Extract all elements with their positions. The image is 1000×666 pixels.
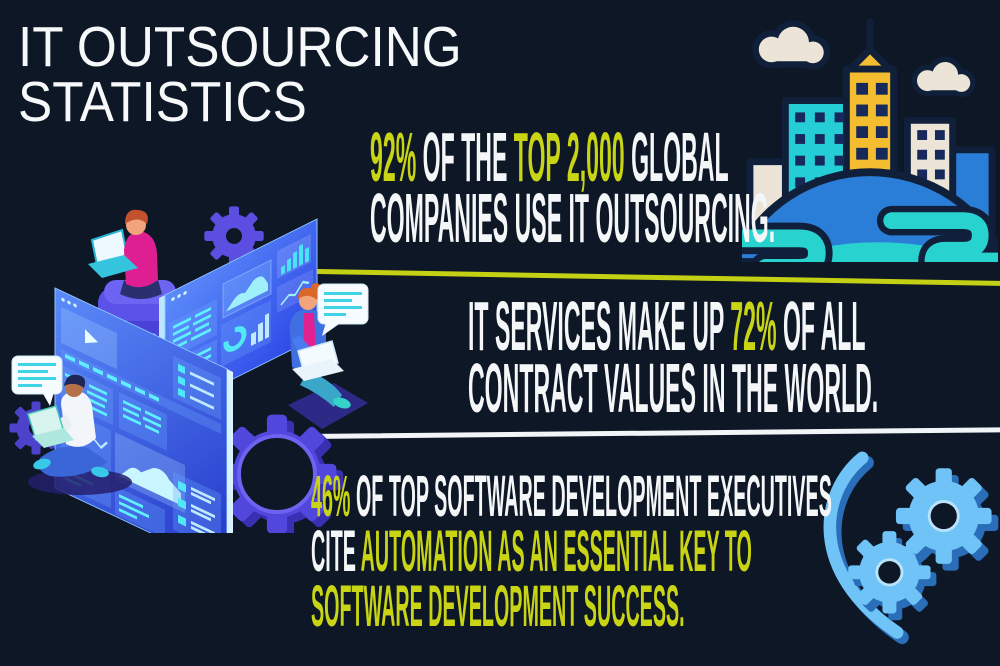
widget-video	[61, 306, 117, 370]
stat-line: IT SERVICES MAKE UP 72% OF ALL	[468, 291, 878, 361]
stat-line: 46% OF TOP SOFTWARE DEVELOPMENT EXECUTIV…	[311, 468, 832, 526]
widget-text-block	[115, 486, 165, 533]
stat-92-percent: 92% OF THE TOP 2,000 GLOBAL COMPANIES US…	[370, 122, 775, 253]
widget-bar-chart	[277, 234, 311, 279]
stat-highlight: TOP 2,000	[513, 118, 632, 196]
platform	[288, 383, 368, 429]
stat-line: CITE AUTOMATION AS AN ESSENTIAL KEY TO	[311, 523, 832, 581]
hair	[125, 209, 148, 224]
stat-line: CONTRACT VALUES IN THE WORLD.	[468, 353, 878, 423]
gear-icon	[848, 531, 937, 621]
stat-highlight: 72%	[730, 287, 777, 365]
stat-highlight: 92%	[370, 118, 423, 196]
stat-text: GLOBAL	[631, 118, 729, 196]
widget-text-block	[169, 299, 217, 359]
stat-highlight: AUTOMATION AS AN ESSENTIAL KEY TO	[360, 519, 752, 584]
page-title-line-1: IT OUTSOURCING	[18, 15, 462, 79]
stat-72-percent: IT SERVICES MAKE UP 72% OF ALL CONTRACT …	[468, 291, 878, 423]
stat-text: OF TOP SOFTWARE DEVELOPMENT EXECUTIVES	[355, 464, 832, 529]
stat-text: COMPANIES USE IT OUTSOURCING.	[370, 179, 776, 257]
team-dashboards-illustration	[9, 206, 369, 533]
stat-text: IT SERVICES MAKE UP	[468, 287, 731, 365]
stat-line: SOFTWARE DEVELOPMENT SUCCESS.	[311, 578, 832, 636]
widget-checklist	[173, 471, 221, 533]
widget-mini-chart	[277, 269, 313, 313]
stat-highlight: 46%	[311, 464, 356, 529]
widget-area-chart	[222, 259, 272, 319]
stat-line: 92% OF THE TOP 2,000 GLOBAL	[370, 122, 775, 192]
gears-illustration	[823, 451, 999, 645]
gear-icon	[895, 468, 999, 571]
stat-text: CONTRACT VALUES IN THE WORLD.	[468, 349, 879, 427]
person-on-servers	[88, 209, 162, 299]
stat-text: CITE	[311, 519, 361, 584]
person-woman-laptop	[288, 283, 368, 429]
speech-bubble-icon	[317, 283, 369, 336]
hair	[64, 374, 86, 388]
cloud-icon	[759, 27, 824, 63]
widget-text-block	[119, 392, 167, 451]
stat-text: OF ALL	[776, 287, 866, 365]
speech-bubble-icon	[11, 355, 63, 406]
stat-line: COMPANIES USE IT OUTSOURCING.	[370, 183, 775, 253]
page-title: IT OUTSOURCING STATISTICS	[18, 15, 462, 134]
person-man-laptop	[27, 374, 132, 495]
widget-progress-strip	[61, 348, 221, 435]
stat-highlight: SOFTWARE DEVELOPMENT SUCCESS.	[311, 574, 685, 639]
city-on-globe-illustration	[742, 18, 998, 262]
gear-icon	[217, 414, 344, 533]
globe	[742, 168, 998, 262]
stat-46-percent: 46% OF TOP SOFTWARE DEVELOPMENT EXECUTIV…	[311, 468, 832, 636]
cloud-icon	[917, 62, 970, 92]
widget-area-chart-large	[115, 432, 185, 514]
stat-text: OF THE	[422, 118, 514, 196]
widget-donut-chart	[221, 300, 271, 367]
widget-checklist	[173, 355, 221, 421]
divider-line-yellow	[315, 269, 1000, 286]
divider-line-white	[302, 427, 1000, 439]
page-title-line-2: STATISTICS	[18, 70, 307, 134]
gear-icon	[204, 206, 264, 266]
